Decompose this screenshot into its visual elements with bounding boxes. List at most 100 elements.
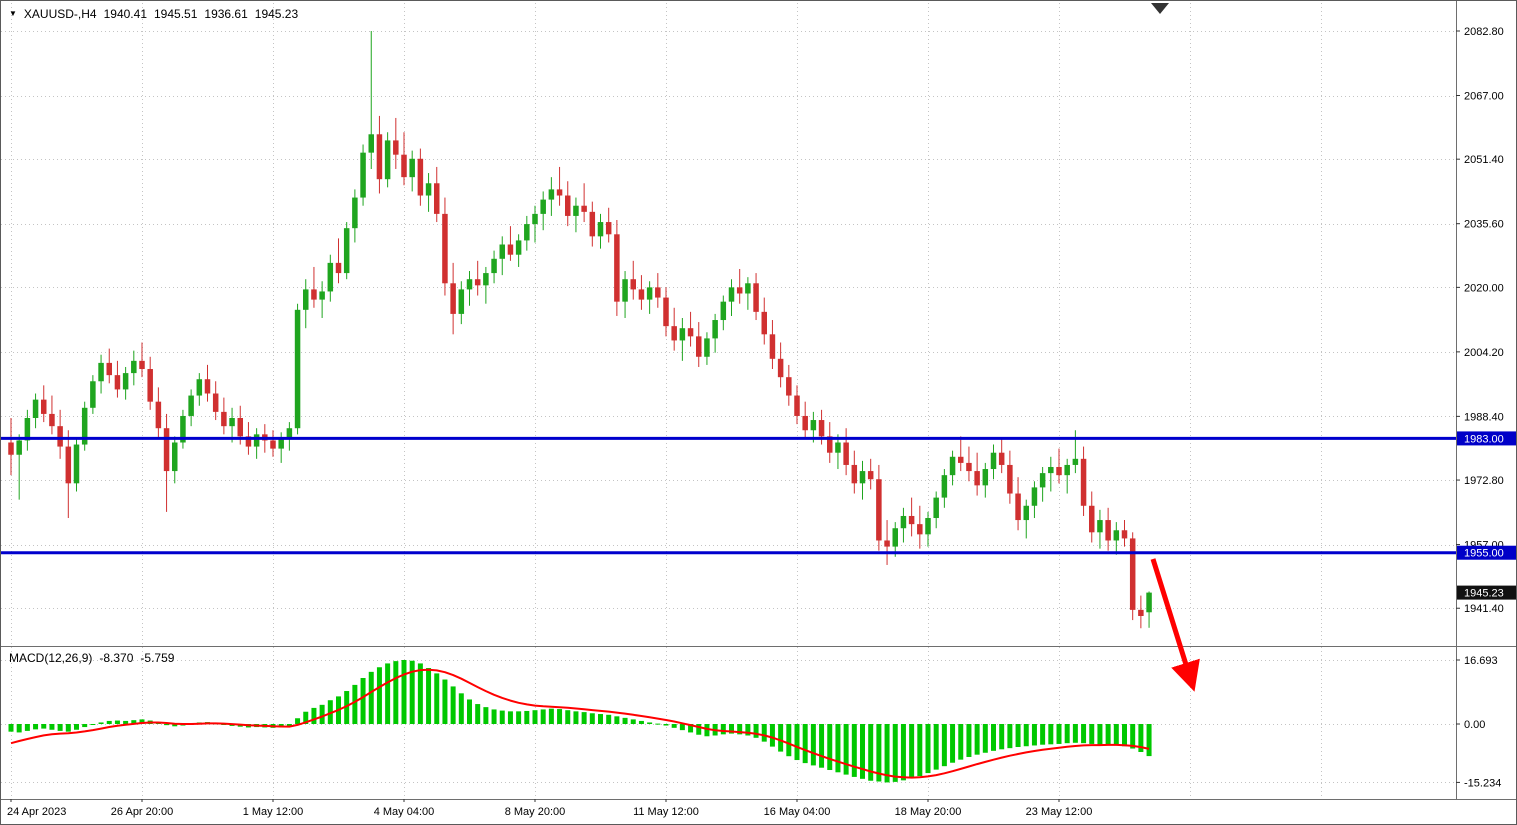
candle-body xyxy=(73,444,80,484)
macd-histogram-bar xyxy=(368,671,374,724)
macd-histogram-bar xyxy=(720,724,726,735)
level-price-badge-text: 1955.00 xyxy=(1464,548,1504,560)
candle-body xyxy=(925,518,931,535)
macd-histogram-bar xyxy=(1048,724,1054,745)
macd-histogram-bar xyxy=(958,724,964,760)
macd-histogram-bar xyxy=(974,724,980,755)
candle-body xyxy=(81,407,88,445)
candle-body xyxy=(1023,505,1029,521)
candle-body xyxy=(401,154,407,178)
macd-histogram-bar xyxy=(458,693,464,724)
symbol-period-label: XAUUSD-,H4 xyxy=(23,7,97,21)
macd-histogram-bar xyxy=(24,724,30,731)
candle-body xyxy=(982,469,989,486)
current-price-badge-text: 1945.23 xyxy=(1464,588,1504,600)
candle-body xyxy=(384,140,391,180)
candle-body xyxy=(106,362,112,376)
candle-body xyxy=(769,334,776,359)
macd-histogram-bar xyxy=(598,714,603,724)
candle-body xyxy=(41,399,47,414)
candle-body xyxy=(646,287,653,300)
candle-body xyxy=(876,479,882,541)
candle-body xyxy=(597,222,604,237)
time-axis[interactable]: 24 Apr 2023 26 Apr 20:00 1 May 12:00 4 May … xyxy=(7,799,1092,818)
price-tick-label: 1988.40 xyxy=(1464,411,1504,423)
trend-arrow[interactable] xyxy=(1150,558,1200,692)
macd-histogram-bar xyxy=(1007,724,1013,749)
macd-name: MACD(12,26,9) xyxy=(9,651,93,665)
macd-histogram-bar xyxy=(434,673,440,724)
candle-body xyxy=(827,436,833,453)
candle-body xyxy=(212,393,219,412)
macd-histogram-bar xyxy=(57,724,63,731)
candle-body xyxy=(1031,487,1038,506)
chart-shift-marker-icon[interactable] xyxy=(1151,3,1169,14)
macd-histogram-bar xyxy=(565,710,571,724)
candle-body xyxy=(507,244,514,255)
candle-body xyxy=(393,140,399,155)
candle-body xyxy=(425,183,432,196)
candle-body xyxy=(884,540,890,547)
macd-histogram-bar xyxy=(606,714,612,724)
macd-histogram-bar xyxy=(1146,724,1152,757)
macd-histogram-bar xyxy=(778,724,784,752)
candle-body xyxy=(704,338,710,357)
candle-body xyxy=(524,224,530,241)
candle-body xyxy=(712,320,718,339)
macd-histogram-bar xyxy=(900,724,906,781)
candle-body xyxy=(941,475,948,498)
macd-histogram-bar xyxy=(450,686,456,724)
candle-body xyxy=(491,258,497,274)
candle-body xyxy=(933,497,939,519)
macd-histogram-bar xyxy=(663,724,669,726)
macd-histogram-bar xyxy=(1113,724,1119,746)
candle-body xyxy=(458,289,465,314)
candle-body xyxy=(139,360,145,370)
macd-histogram-bar xyxy=(548,708,554,724)
candle-body xyxy=(294,309,301,429)
candle-body xyxy=(1089,505,1095,533)
candle-body xyxy=(851,464,858,484)
macd-histogram-bar xyxy=(827,724,833,771)
candle-body xyxy=(1146,592,1152,613)
candle-body xyxy=(630,279,636,290)
candle-body xyxy=(573,205,579,216)
candle-body xyxy=(204,379,211,394)
macd-histogram-bar xyxy=(876,724,882,782)
macd-histogram-bar xyxy=(1015,724,1021,748)
candle-body xyxy=(859,471,866,484)
candle-body xyxy=(229,418,235,427)
macd-histogram-bar xyxy=(1072,724,1078,743)
macd-histogram-bar xyxy=(1081,724,1087,744)
candle-body xyxy=(843,442,849,465)
time-tick-label: 23 May 12:00 xyxy=(1026,806,1093,818)
candle-body xyxy=(327,262,334,292)
macd-histogram-bar xyxy=(499,710,505,724)
candle-body xyxy=(1039,473,1046,488)
price-axis[interactable]: 2082.80 2067.00 2051.40 2035.60 2020.00 2004.… xyxy=(1456,26,1517,789)
candle-body xyxy=(1064,464,1070,476)
candle-body xyxy=(155,401,162,429)
macd-histogram-bar xyxy=(295,718,301,724)
macd-histogram-bar xyxy=(172,724,178,727)
candle-body xyxy=(900,515,907,529)
macd-histogram-bar xyxy=(843,724,849,775)
macd-histogram-bar xyxy=(41,724,47,729)
candle-body xyxy=(65,446,72,484)
macd-histogram-bar xyxy=(114,720,120,724)
candle-body xyxy=(605,222,612,235)
macd-histogram-bar xyxy=(164,724,170,726)
candle-body xyxy=(671,326,677,341)
macd-histogram-bar xyxy=(729,724,734,734)
candle-body xyxy=(417,158,424,196)
candle-body xyxy=(409,158,415,178)
macd-tick-label: 0.00 xyxy=(1464,719,1485,731)
candle-body xyxy=(1105,520,1111,541)
candle-body xyxy=(835,442,841,453)
macd-histogram-bar xyxy=(991,724,996,751)
macd-indicator-label: MACD(12,26,9) -8.370 -5.759 xyxy=(9,651,174,665)
level-price-badge-text: 1983.00 xyxy=(1464,433,1504,445)
expander-icon[interactable]: ▼ xyxy=(9,9,17,18)
candle-body xyxy=(270,440,276,449)
